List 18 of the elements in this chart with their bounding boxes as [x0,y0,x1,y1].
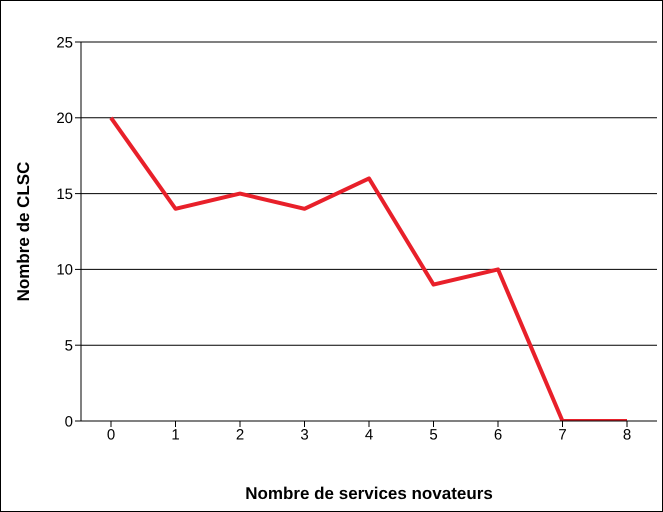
y-tick-label: 25 [56,34,73,52]
y-tick-label: 0 [64,413,73,430]
y-tick-label: 20 [56,110,73,128]
x-tick-label: 6 [494,426,502,444]
x-tick-label: 4 [364,426,374,444]
x-axis-title: Nombre de services novateurs [245,484,493,503]
y-axis-title: Nombre de CLSC [14,162,34,302]
x-tick-label: 7 [558,426,567,444]
x-tick-label: 3 [300,426,309,444]
x-tick-label: 8 [622,426,632,444]
y-tick-label: 10 [56,262,73,279]
x-tick-label: 1 [171,426,180,444]
line-series [109,116,629,421]
y-tick-label: 5 [64,338,73,355]
x-tick-label: 0 [106,426,116,444]
y-tick-label: 15 [56,186,73,203]
x-tick-label: 5 [429,426,438,444]
x-tick-label: 2 [236,426,244,444]
